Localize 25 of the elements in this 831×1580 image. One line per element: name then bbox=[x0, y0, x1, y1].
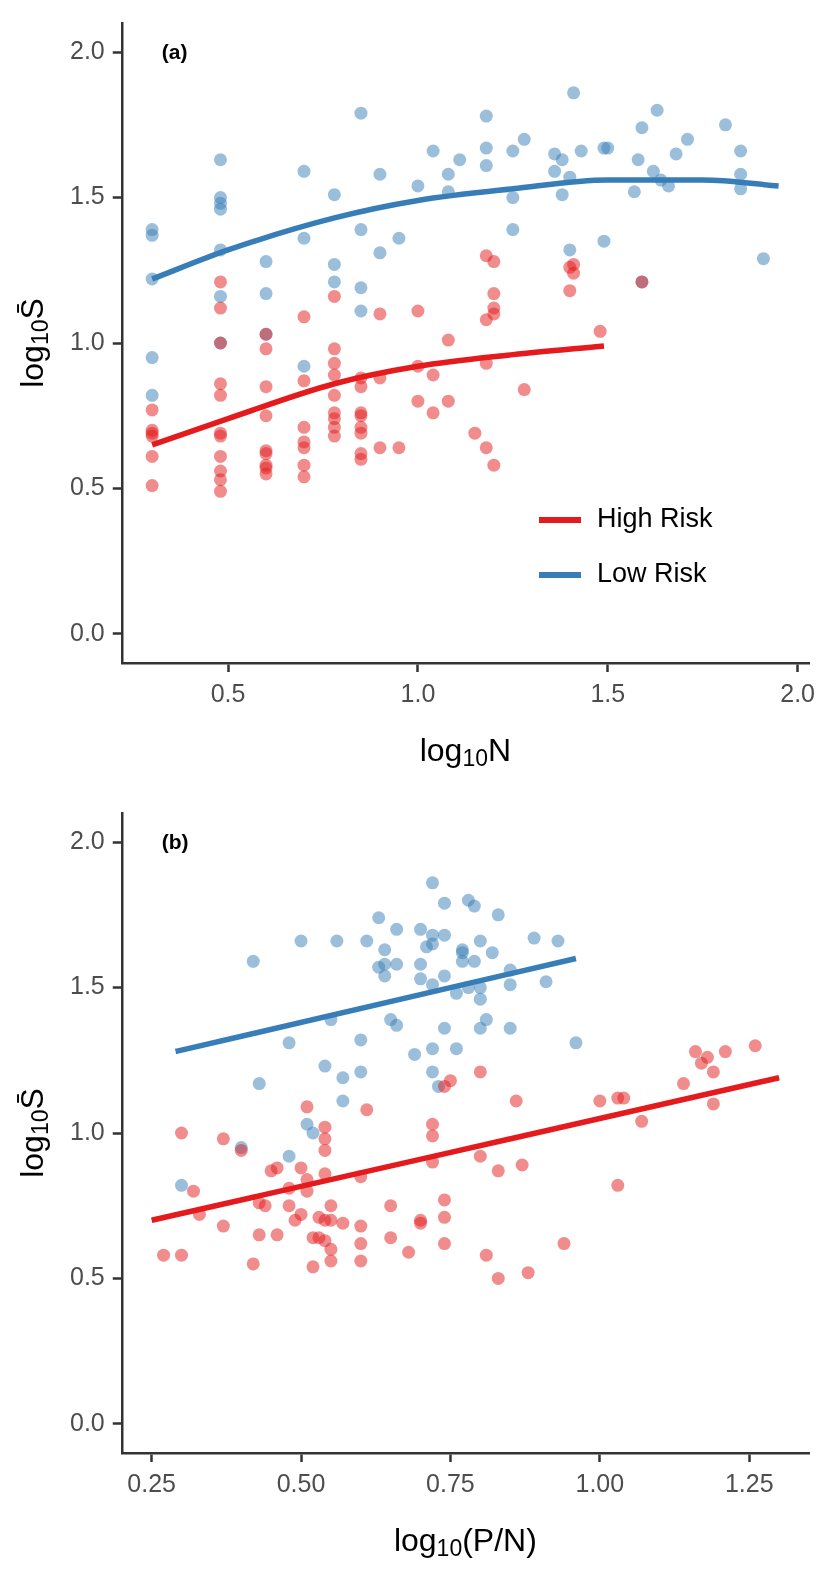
y-tick-label: 2.0 bbox=[69, 825, 105, 854]
x-tick-label: 1.25 bbox=[724, 1468, 774, 1497]
x-tick-label: 2.0 bbox=[780, 678, 815, 707]
y-axis-title: log10S̄ bbox=[13, 1088, 54, 1178]
x-tick-label: 0.50 bbox=[276, 1468, 326, 1497]
y-tick-label: 1.5 bbox=[69, 181, 105, 210]
x-tick-label: 0.5 bbox=[210, 678, 246, 707]
text: (a) bbox=[161, 39, 188, 63]
x-tick-label: 0.75 bbox=[426, 1468, 475, 1497]
text: (b) bbox=[161, 829, 189, 853]
x-tick-label: 1.5 bbox=[590, 678, 626, 707]
y-tick-label: 1.0 bbox=[69, 326, 105, 355]
legend-label: High Risk bbox=[597, 503, 714, 534]
x-tick-label: 1.0 bbox=[400, 678, 436, 707]
y-axis-title: log10S̄ bbox=[13, 298, 54, 388]
y-tick-label: 1.5 bbox=[69, 971, 105, 1000]
y-tick-label: 1.0 bbox=[69, 1116, 105, 1145]
y-tick-label: 0.5 bbox=[69, 1262, 105, 1291]
y-tick-label: 2.0 bbox=[69, 35, 105, 64]
y-tick-label: 0.0 bbox=[69, 617, 105, 646]
x-tick-label: 0.25 bbox=[127, 1468, 176, 1497]
y-tick-label: 0.5 bbox=[69, 472, 105, 501]
y-tick-label: 0.0 bbox=[69, 1407, 105, 1436]
x-tick-label: 1.00 bbox=[575, 1468, 625, 1497]
legend-label: Low Risk bbox=[597, 558, 708, 589]
